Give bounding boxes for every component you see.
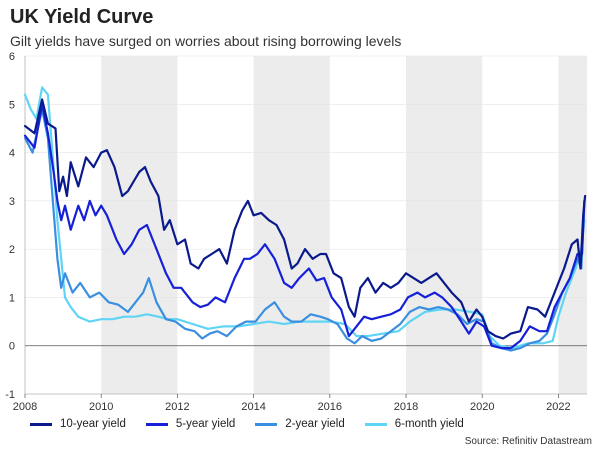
legend-swatch	[364, 422, 387, 426]
legend: 10-year yield 5-year yield 2-year yield …	[30, 418, 464, 430]
source-note: Source: Refinitiv Datastream	[464, 436, 592, 447]
x-tick-label: 2020	[470, 401, 494, 413]
shaded-periods	[101, 56, 587, 394]
legend-item: 5-year yield	[145, 418, 236, 430]
y-tick-label: 5	[9, 99, 15, 111]
shaded-period	[101, 56, 178, 394]
legend-label: 6-month yield	[394, 418, 464, 430]
legend-swatch	[30, 422, 52, 426]
series-lines	[23, 86, 587, 352]
y-tick-label: 1	[9, 292, 15, 304]
x-tick-label: 2014	[241, 401, 265, 413]
y-tick-label: 0	[9, 341, 15, 353]
y-tick-label: 2	[9, 244, 15, 256]
chart-subtitle: Gilt yields have surged on worries about…	[10, 33, 402, 49]
axes: -1 0 1 2 3 4 5 6 2008 2010 2012 2014 2016 2018 2020 202…	[5, 51, 587, 413]
legend-item: 6-month yield	[364, 418, 464, 430]
x-tick-label: 2022	[546, 401, 570, 413]
y-tick-label: 4	[9, 148, 15, 160]
legend-item: 2-year yield	[255, 418, 345, 430]
legend-label: 10-year yield	[60, 418, 126, 430]
x-tick-label: 2012	[165, 401, 189, 413]
y-tick-label: 6	[9, 51, 15, 63]
shaded-period	[253, 56, 330, 394]
y-tick-label: -1	[5, 389, 15, 401]
legend-item: 10-year yield	[30, 418, 126, 430]
shaded-period	[406, 56, 483, 394]
x-tick-label: 2018	[394, 401, 418, 413]
series-line-3	[23, 86, 586, 350]
y-tick-label: 3	[9, 196, 15, 208]
series-line-0	[23, 98, 587, 340]
legend-label: 5-year yield	[175, 418, 236, 430]
legend-label: 2-year yield	[285, 418, 345, 430]
x-tick-label: 2008	[13, 401, 37, 413]
legend-swatch	[145, 422, 168, 426]
legend-swatch	[255, 422, 278, 426]
chart-title: UK Yield Curve	[10, 6, 154, 28]
series-line-1	[23, 103, 586, 350]
x-tick-label: 2010	[89, 401, 113, 413]
x-tick-label: 2016	[318, 401, 342, 413]
